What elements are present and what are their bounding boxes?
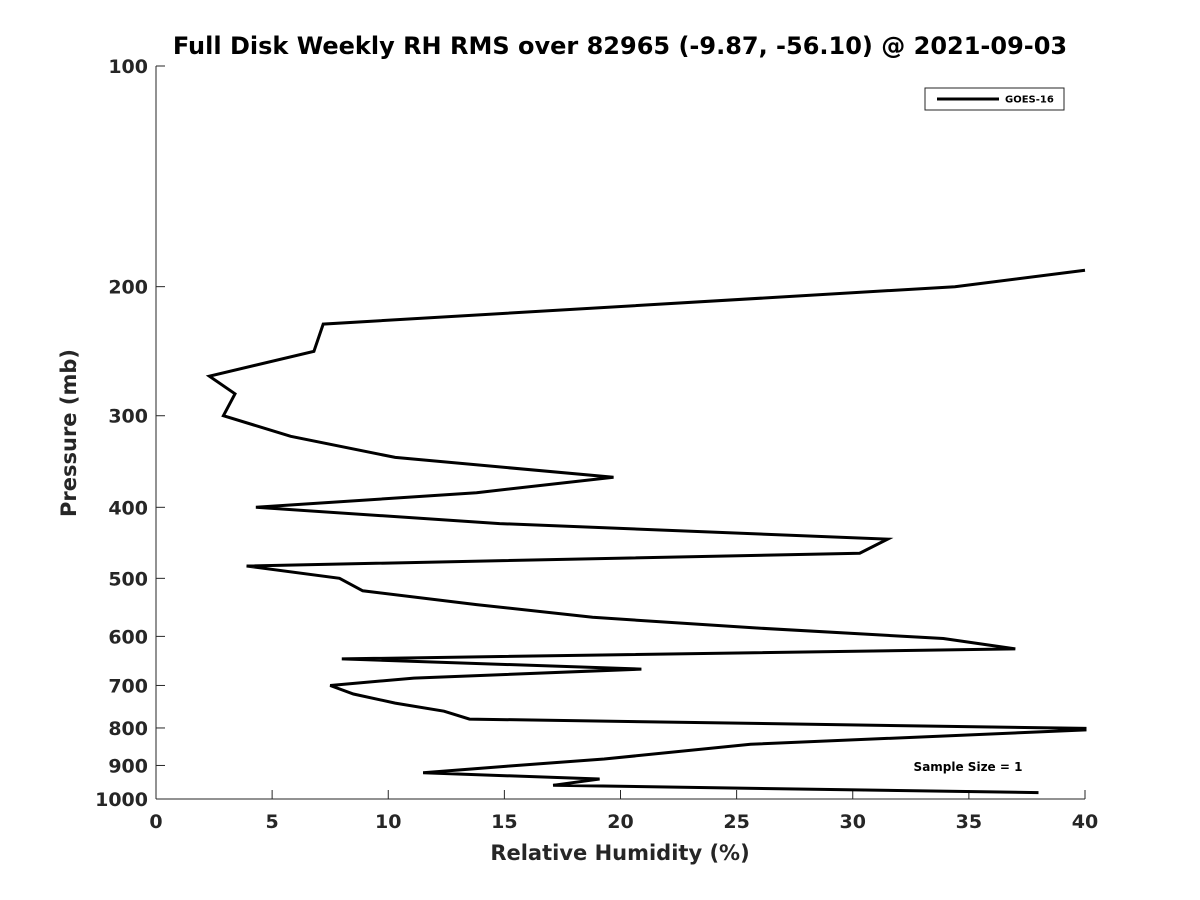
x-tick-label: 5 bbox=[266, 811, 279, 833]
x-tick-label: 20 bbox=[607, 811, 633, 833]
x-tick-label: 25 bbox=[723, 811, 749, 833]
y-tick-label: 800 bbox=[108, 718, 148, 740]
y-tick-label: 400 bbox=[108, 497, 148, 519]
x-tick-label: 15 bbox=[491, 811, 517, 833]
x-tick-label: 10 bbox=[375, 811, 401, 833]
y-tick-label: 900 bbox=[108, 755, 148, 777]
x-tick-label: 30 bbox=[840, 811, 866, 833]
y-tick-label: 1000 bbox=[95, 789, 148, 811]
sample-size-annotation: Sample Size = 1 bbox=[914, 760, 1023, 774]
legend-label: GOES-16 bbox=[1005, 95, 1054, 106]
y-tick-label: 300 bbox=[108, 406, 148, 428]
data-series bbox=[205, 268, 1087, 795]
y-axis-label: Pressure (mb) bbox=[57, 349, 81, 517]
y-axis: 100 200 300 400 500 600 700 800 900 1000 bbox=[95, 56, 165, 811]
x-axis: 0 5 10 15 20 25 30 35 40 bbox=[149, 790, 1098, 833]
x-axis-label: Relative Humidity (%) bbox=[490, 841, 749, 865]
y-tick-label: 200 bbox=[108, 277, 148, 299]
x-tick-label: 0 bbox=[149, 811, 162, 833]
legend: GOES-16 bbox=[924, 87, 1065, 111]
y-tick-label: 500 bbox=[108, 568, 148, 590]
y-tick-label: 100 bbox=[108, 56, 148, 78]
plot-area bbox=[155, 66, 1085, 800]
y-tick-label: 700 bbox=[108, 675, 148, 697]
chart-title: Full Disk Weekly RH RMS over 82965 (-9.8… bbox=[173, 32, 1067, 60]
x-tick-label: 35 bbox=[956, 811, 982, 833]
x-tick-label: 40 bbox=[1072, 811, 1098, 833]
y-tick-label: 600 bbox=[108, 626, 148, 648]
series-line bbox=[205, 268, 1087, 795]
